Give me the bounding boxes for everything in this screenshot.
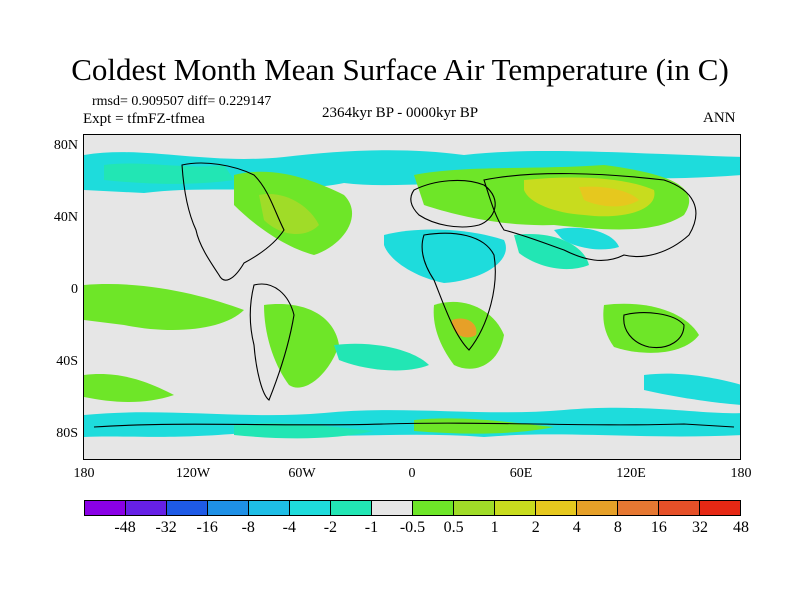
coastline <box>93 422 735 428</box>
temperature-region <box>579 186 639 207</box>
temperature-region <box>259 194 319 235</box>
legend-label: 1 <box>490 519 499 536</box>
season-label: ANN <box>703 110 736 126</box>
temperature-region <box>104 163 234 184</box>
legend-swatch <box>577 501 618 515</box>
legend-label: -16 <box>196 519 218 536</box>
experiment-label: Expt = tfmFZ-tfmea <box>83 111 205 127</box>
legend-label: -8 <box>241 519 255 536</box>
temperature-region <box>452 318 477 338</box>
legend-swatch <box>618 501 659 515</box>
legend-label: -48 <box>114 519 136 536</box>
stats-text: rmsd= 0.909507 diff= 0.229147 <box>92 94 272 109</box>
period-label: 2364kyr BP - 0000kyr BP <box>321 105 479 121</box>
temperature-region <box>234 423 374 439</box>
legend-label: -32 <box>155 519 177 536</box>
temperature-region <box>84 407 740 437</box>
lat-label: 80N <box>53 138 78 153</box>
coastline <box>249 283 295 401</box>
legend-swatch <box>85 501 126 515</box>
temperature-region <box>384 229 506 283</box>
legend-swatch <box>413 501 454 515</box>
legend-label: 32 <box>691 519 708 536</box>
legend-swatch <box>290 501 331 515</box>
legend-label: 48 <box>733 519 749 536</box>
legend-swatch <box>536 501 577 515</box>
legend-swatch <box>126 501 167 515</box>
coastline <box>410 179 496 228</box>
lat-label: 0 <box>71 282 78 297</box>
legend-label: 4 <box>572 519 581 536</box>
legend-swatch <box>700 501 740 515</box>
legend-label: -1 <box>364 519 379 536</box>
temperature-region <box>264 304 339 388</box>
coastline <box>181 162 285 281</box>
legend-swatch <box>372 501 413 515</box>
coastline <box>483 173 697 261</box>
lon-label: 120W <box>175 466 211 481</box>
temperature-region <box>644 373 740 405</box>
lon-label: 60W <box>288 466 316 481</box>
lat-label: 40S <box>56 354 78 369</box>
legend-swatch <box>495 501 536 515</box>
temperature-region <box>514 234 589 270</box>
lat-label: 40N <box>53 210 78 225</box>
legend-label: -0.5 <box>399 519 426 536</box>
legend-label: -2 <box>323 519 338 536</box>
legend-swatch <box>167 501 208 515</box>
legend-swatch <box>249 501 290 515</box>
map-title: Coldest Month Mean Surface Air Temperatu… <box>71 52 729 87</box>
legend-label: 8 <box>613 519 622 536</box>
lat-label: 80S <box>56 426 78 441</box>
lon-label: 0 <box>408 466 416 481</box>
legend-label: -4 <box>282 519 296 536</box>
lon-label: 180 <box>73 466 95 481</box>
legend-label: 2 <box>531 519 540 536</box>
lon-label: 120E <box>616 466 646 481</box>
legend-swatch <box>331 501 372 515</box>
legend-label: 16 <box>650 519 667 536</box>
coastline <box>421 232 496 351</box>
temperature-region <box>554 227 619 250</box>
temperature-region <box>84 284 244 330</box>
temperature-region <box>414 418 554 434</box>
legend-swatch <box>454 501 495 515</box>
coastline <box>623 312 685 349</box>
color-legend <box>84 500 741 516</box>
legend-label: 0.5 <box>443 519 464 536</box>
lon-label: 180 <box>730 466 752 481</box>
lon-label: 60E <box>509 466 533 481</box>
temperature-region <box>603 303 699 353</box>
temperature-region <box>334 343 429 371</box>
temperature-map <box>83 134 741 460</box>
map-canvas <box>84 150 740 439</box>
legend-swatch <box>208 501 249 515</box>
temperature-region <box>84 374 174 402</box>
legend-swatch <box>659 501 700 515</box>
